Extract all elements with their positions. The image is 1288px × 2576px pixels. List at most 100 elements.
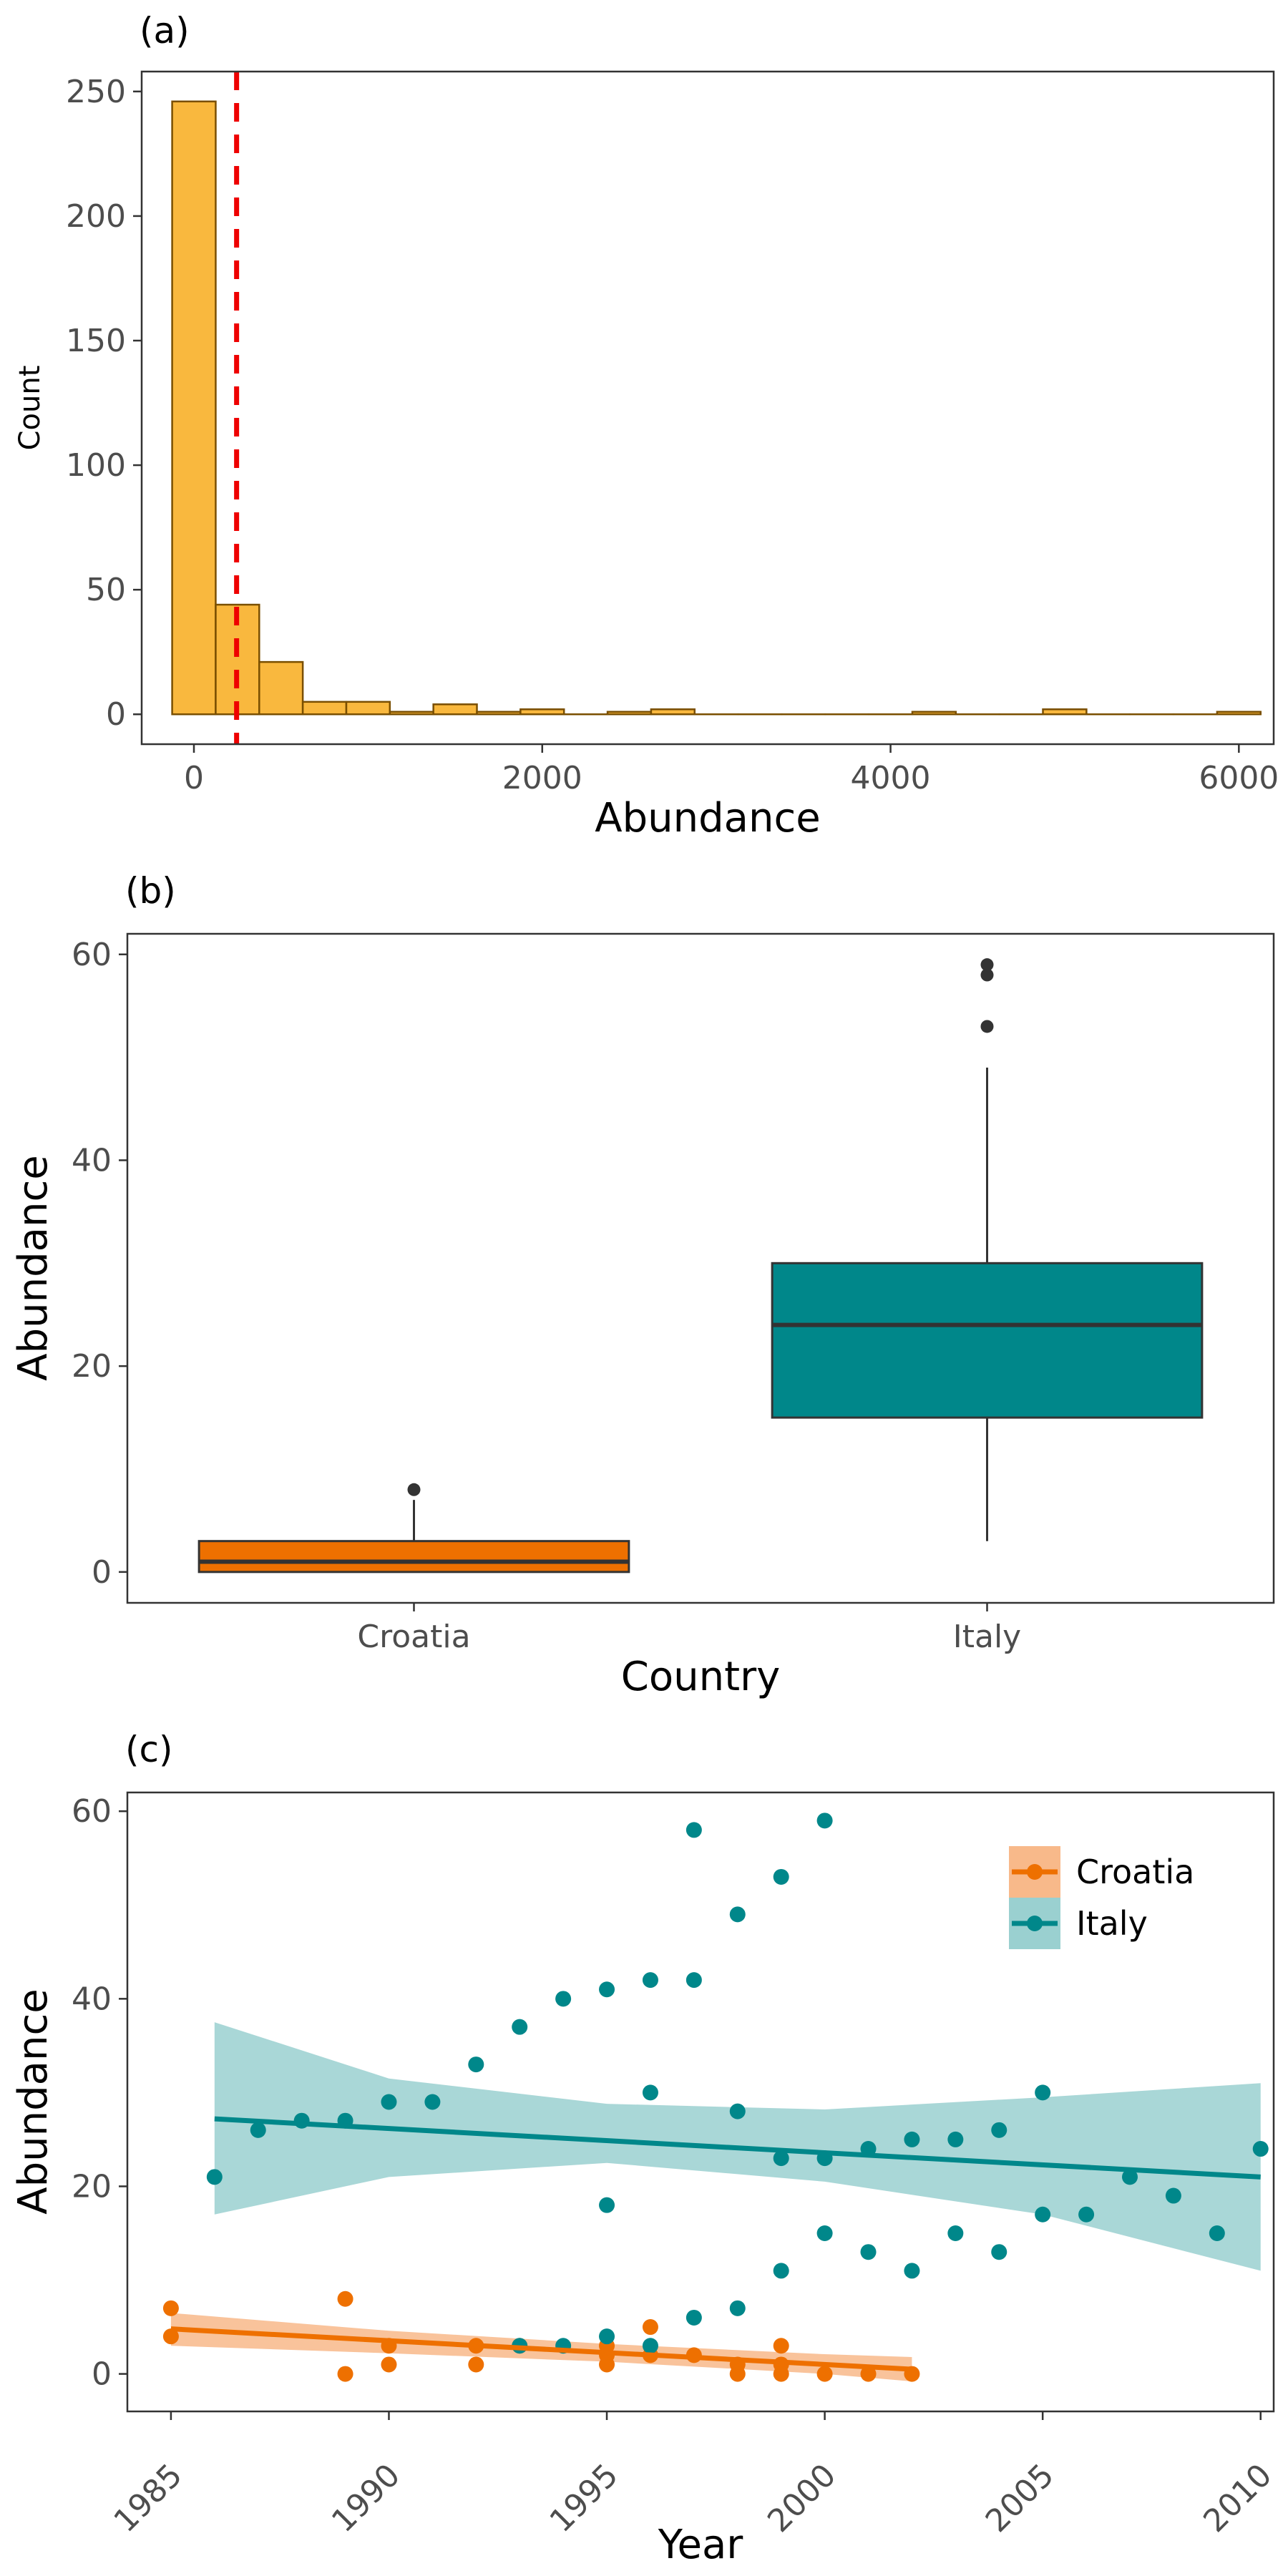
data-point-italy [686,1822,702,1838]
box-croatia [197,1540,630,1574]
panel-b-label: (b) [125,870,176,912]
outlier-point [980,958,994,972]
panel-c-label: (c) [125,1729,173,1770]
data-point-italy [686,1972,702,1989]
y-tick-label: 250 [66,74,126,110]
data-point-italy [773,1868,789,1885]
x-tick-label: 0 [184,760,204,796]
data-point-italy [424,2094,441,2110]
histogram-bar-7 [476,711,522,716]
y-tick-label: 150 [66,323,126,359]
data-point-italy [642,1972,658,1989]
data-point-italy [1209,2225,1225,2241]
data-point-italy [206,2169,223,2185]
panel-c-y-axis-title: Abundance [10,1989,57,2214]
data-point-italy [816,2225,833,2241]
y-tick-label: 0 [92,1554,112,1591]
data-point-italy [729,1906,746,1923]
data-point-italy [816,1813,833,1829]
x-tick-label: 1995 [543,2457,625,2540]
data-point-italy [904,2131,920,2147]
x-tick-label: 2010 [1196,2457,1279,2540]
data-point-italy [555,1991,572,2007]
data-point-croatia [860,2366,877,2382]
data-point-italy [729,2300,746,2316]
y-tick-label: 200 [66,198,126,235]
data-point-italy [773,2150,789,2167]
panel-a-x-axis-title: Abundance [595,795,820,841]
histogram-bar-10 [606,711,653,716]
x-tick-label: 2000 [761,2457,843,2540]
data-point-italy [250,2122,266,2138]
y-tick-label: 60 [72,937,112,973]
histogram-bar-8 [519,708,565,716]
histogram-bar-4 [345,701,391,716]
data-point-croatia [162,2328,179,2345]
panel-c-x-axis-title: Year [658,2522,744,2568]
data-point-croatia [337,2290,353,2307]
data-point-italy [686,2309,702,2326]
data-point-italy [947,2131,964,2147]
y-tick-label: 20 [72,1348,112,1385]
outlier-point [407,1483,421,1496]
histogram-bar-20 [1042,708,1088,716]
data-point-croatia [162,2300,179,2316]
data-point-italy [599,1981,615,1998]
histogram-bar-0 [171,100,217,716]
data-point-italy [904,2263,920,2279]
data-point-italy [991,2122,1008,2138]
y-tick-label: 20 [72,2168,112,2205]
histogram-bar-24 [1216,711,1262,716]
data-point-italy [1252,2141,1269,2157]
legend-key-point [1027,1864,1043,1880]
legend-label-italy: Italy [1076,1904,1148,1943]
histogram-bar-11 [650,708,696,716]
data-point-croatia [337,2366,353,2382]
histogram-bar-2 [258,660,304,716]
x-tick-label: 2005 [979,2457,1061,2540]
data-point-italy [1165,2187,1181,2204]
data-point-italy [642,2338,658,2354]
data-point-italy [1035,2206,1051,2223]
x-tick-label: 2000 [502,760,582,796]
legend-label-croatia: Croatia [1076,1853,1194,1891]
data-point-croatia [381,2356,397,2373]
trend-line-italy [214,2116,1261,2180]
data-point-italy [468,2057,484,2073]
data-point-italy [773,2263,789,2279]
data-point-italy [1078,2206,1095,2223]
data-point-italy [1121,2169,1138,2185]
histogram-bar-5 [389,711,434,716]
data-point-croatia [773,2366,789,2382]
data-point-italy [991,2244,1008,2260]
x-tick-label: 1985 [107,2457,189,2540]
panel-a-frame [140,70,1275,746]
box-italy [771,1262,1204,1419]
x-tick-label: 4000 [851,760,931,796]
panel-b-x-axis-title: Country [621,1654,780,1700]
panel-a-label: (a) [140,10,190,52]
data-point-italy [381,2094,397,2110]
histogram-bar-6 [432,703,478,716]
panel-c-legend: Croatia Italy [1009,1846,1194,1949]
histogram-bar-17 [911,711,957,716]
data-point-italy [947,2225,964,2241]
data-point-croatia [599,2356,615,2373]
panel-a-histogram: (a) 0 2000 4000 6000 0 50 100 150 200 250 Abunda… [14,10,1279,841]
histogram-bar-3 [301,701,348,716]
data-point-croatia [773,2338,789,2354]
data-point-italy [1035,2084,1051,2101]
data-point-croatia [468,2356,484,2373]
panel-c-scatter: (c) 1985 1990 1995 2000 2005 2010 0 20 40 60 Cro… [10,1729,1279,2568]
x-tick-label: 1990 [325,2457,407,2540]
panel-a-y-axis-title: Count [14,366,47,451]
data-point-croatia [816,2366,833,2382]
y-tick-label: 40 [72,1981,112,2017]
y-tick-label: 50 [86,572,126,608]
data-point-italy [642,2084,658,2101]
trend-line-croatia [170,2326,912,2372]
x-tick-label: Croatia [357,1619,470,1655]
y-tick-label: 100 [66,447,126,484]
legend-key-point [1027,1916,1043,1931]
